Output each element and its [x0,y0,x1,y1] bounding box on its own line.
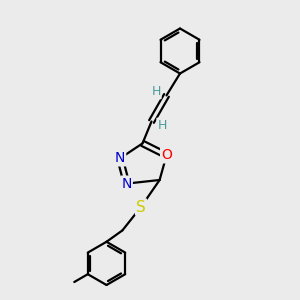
Text: N: N [122,177,132,190]
Text: H: H [151,85,161,98]
Text: S: S [136,200,146,214]
Text: H: H [157,118,167,132]
Text: O: O [161,148,172,162]
Text: N: N [115,152,125,165]
